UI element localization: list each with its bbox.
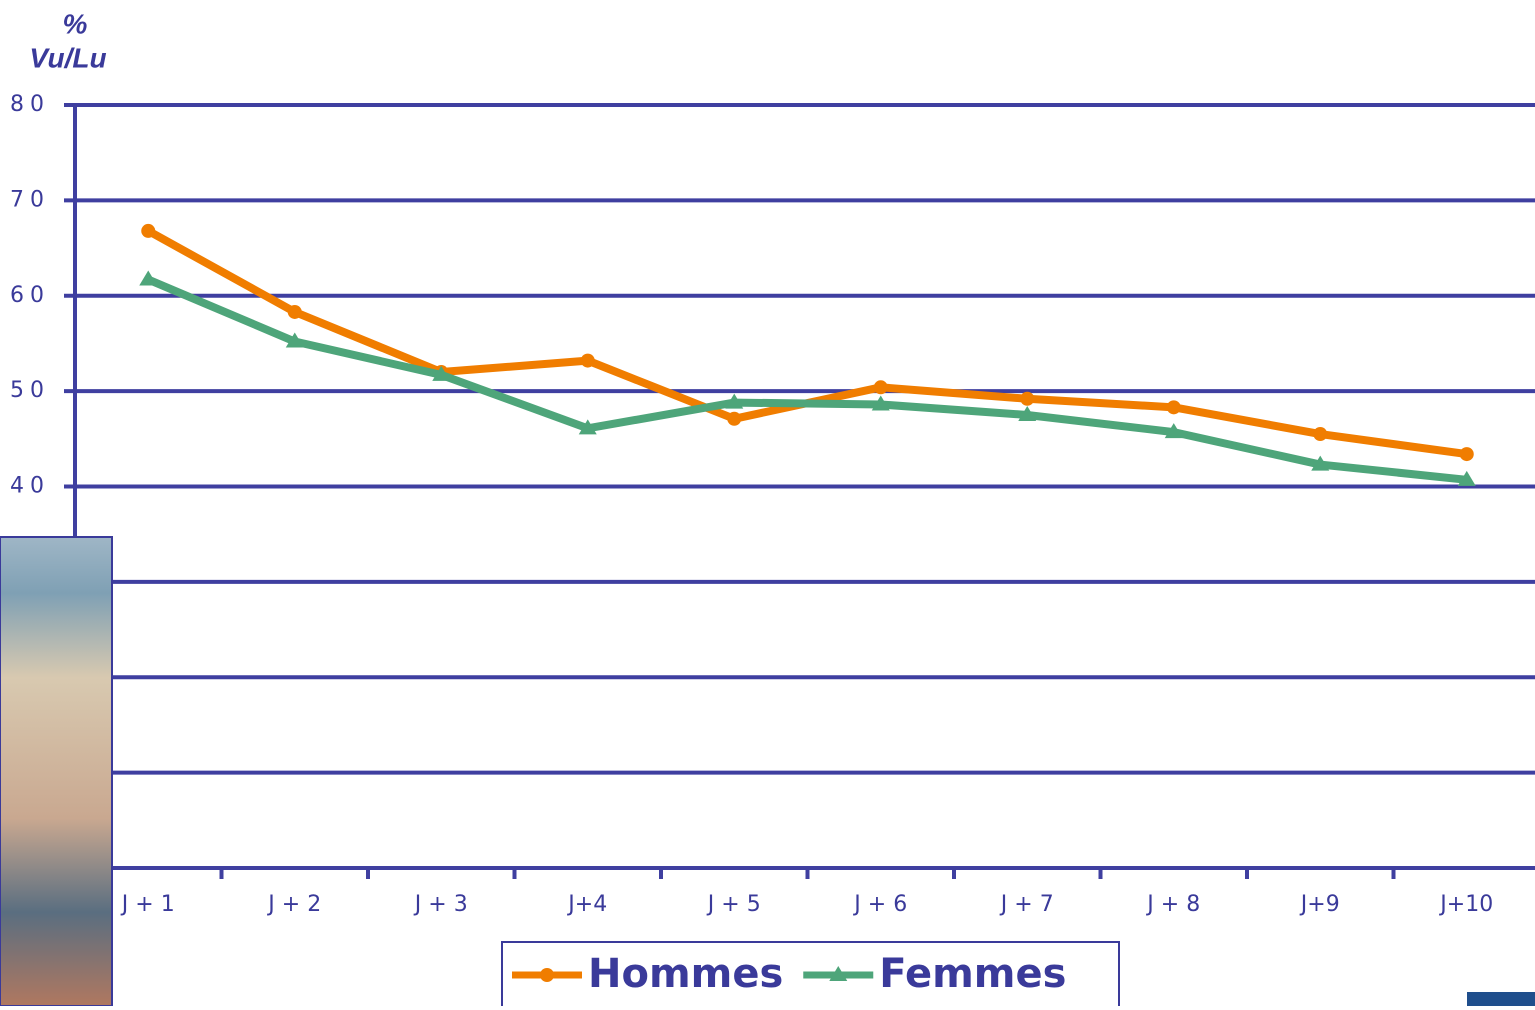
legend-label: Femmes (879, 951, 1066, 997)
x-tick-label: J + 7 (999, 892, 1054, 917)
grid: 01020304050607080J + 1J + 2J + 3J+4J + 5… (10, 92, 1535, 917)
y-tick-label: 60 (10, 283, 50, 308)
x-tick-label: J+10 (1438, 892, 1493, 917)
y-tick-label: 80 (10, 92, 50, 117)
marker (288, 305, 302, 319)
marker (727, 412, 741, 426)
line (148, 280, 1467, 480)
marker (1313, 427, 1327, 441)
marker (540, 968, 554, 982)
marker (581, 354, 595, 368)
marker (141, 224, 155, 238)
x-tick-label: J + 6 (852, 892, 907, 917)
chart: % Vu/Lu 01020304050607080J + 1J + 2J + 3… (0, 0, 1535, 1006)
x-tick-label: J + 1 (120, 892, 175, 917)
page: % Vu/Lu 01020304050607080J + 1J + 2J + 3… (0, 0, 1535, 1006)
marker (1460, 447, 1474, 461)
x-tick-label: J+9 (1299, 892, 1340, 917)
marker (874, 380, 888, 394)
photo (0, 537, 112, 1006)
x-tick-label: J + 2 (266, 892, 321, 917)
line (148, 231, 1467, 454)
y-axis-label: Vu/Lu (29, 42, 106, 73)
corner-block (1467, 992, 1535, 1006)
y-axis-label: % (63, 8, 88, 39)
x-tick-label: J + 8 (1145, 892, 1200, 917)
x-tick-label: J + 5 (706, 892, 761, 917)
legend-label: Hommes (588, 951, 783, 997)
photo-image (0, 537, 112, 1006)
marker (1167, 400, 1181, 414)
series (139, 224, 1476, 486)
y-tick-label: 50 (10, 378, 50, 403)
marker (1020, 392, 1034, 406)
x-tick-label: J+4 (566, 892, 607, 917)
x-tick-label: J + 3 (413, 892, 468, 917)
y-tick-label: 40 (10, 474, 50, 499)
y-tick-label: 70 (10, 187, 50, 212)
